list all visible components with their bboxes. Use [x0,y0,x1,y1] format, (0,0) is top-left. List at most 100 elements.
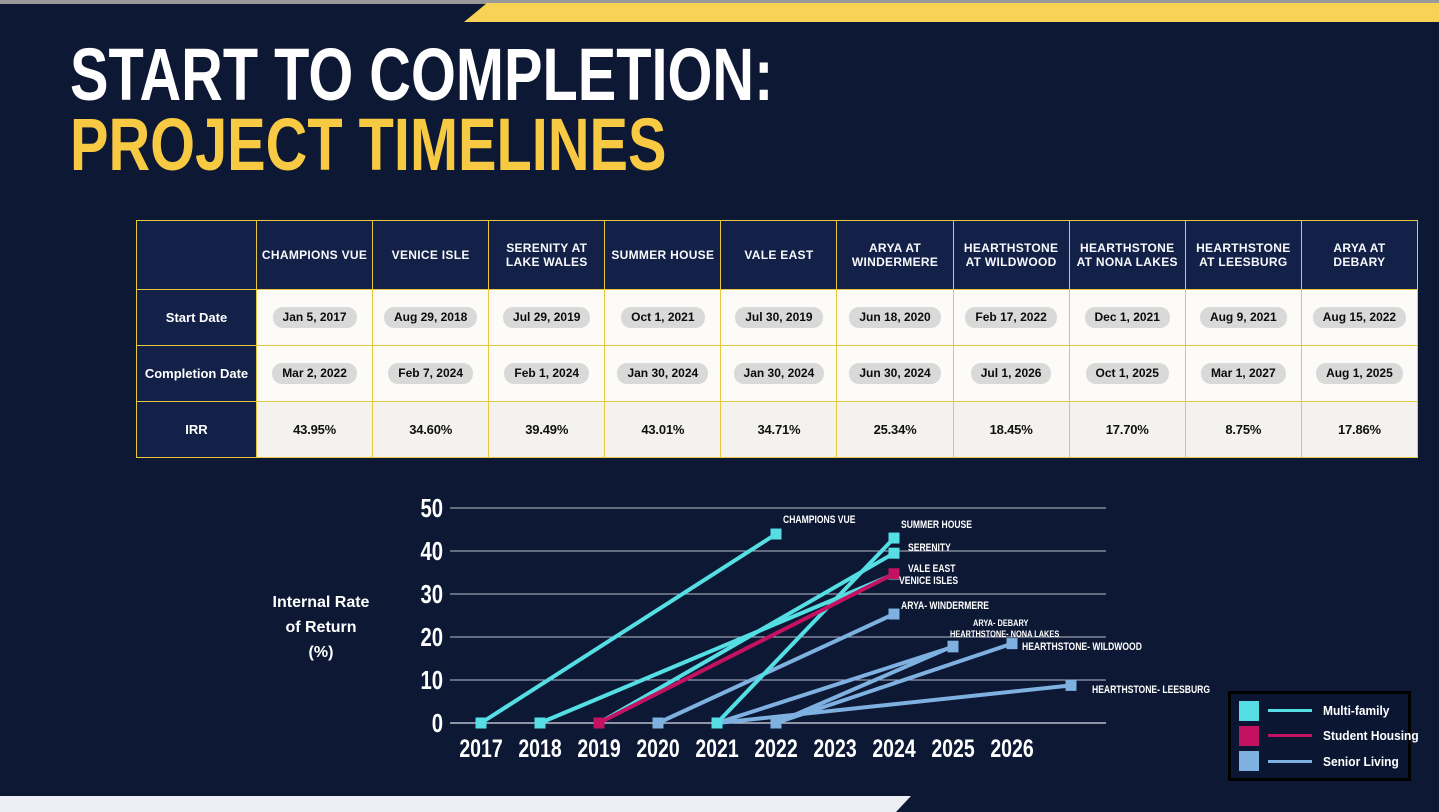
table-cell: 43.95% [255,401,374,458]
series-line-summer-house [715,536,896,725]
svg-text:2025: 2025 [931,735,974,763]
table-cell: Oct 1, 2025 [1068,345,1186,402]
point-label-venice-isles: VENICE ISLES [899,575,958,587]
legend-row-senior_living: Senior Living [1239,751,1400,772]
legend-line-icon [1268,759,1312,763]
svg-text:2017: 2017 [459,735,502,763]
table-cell: 18.45% [952,401,1070,458]
end-marker-hearthstone-at-wildwood [1006,638,1018,650]
svg-text:2019: 2019 [577,735,620,763]
y-tick-label-30: 30 [420,580,443,609]
svg-text:CHAMPIONS VUE: CHAMPIONS VUE [783,514,856,526]
legend-line-icon [1268,734,1312,738]
series-line-champions-vue [479,532,778,725]
table-cell: Jun 30, 2024 [836,345,954,402]
table-cell: 34.71% [720,401,838,458]
y-tick-label-50: 50 [420,494,443,523]
date-pill: Jul 30, 2019 [735,307,823,328]
legend-swatch-icon [1239,751,1259,772]
series-line-arya-at-windermere [657,612,895,725]
x-tick-label-2022: 2022 [754,735,797,763]
table-cell: Aug 1, 2025 [1300,345,1419,402]
date-pill: Jan 30, 2024 [617,363,709,384]
date-pill: Aug 15, 2022 [1312,307,1407,328]
svg-text:2026: 2026 [990,735,1033,763]
table-cell: 17.70% [1068,401,1186,458]
end-marker-serenity-at-lake-wales [888,547,900,559]
date-pill: Jan 5, 2017 [272,307,357,328]
projects-table: CHAMPIONS VUE VENICE ISLE SERENITY AT LAKE… [136,220,1419,458]
date-pill: Jul 1, 2026 [970,363,1052,384]
svg-text:40: 40 [420,537,443,566]
table-row: IRR 43.95% 34.60% 39.49% 43.01% 34.71% 25.34% 1… [136,401,1419,458]
title-line-1: START TO COMPLETION: [70,33,774,116]
start-marker-arya-at-debary [770,717,782,729]
x-tick-label-2025: 2025 [931,735,974,763]
point-label-vale-east: VALE EAST [908,563,955,575]
legend-line-icon [1268,709,1312,713]
svg-text:HEARTHSTONE- LEESBURG: HEARTHSTONE- LEESBURG [1092,684,1210,696]
x-tick-label-2024: 2024 [872,735,916,763]
start-marker-champions-vue [475,717,487,729]
svg-text:2022: 2022 [754,735,797,763]
y-axis-title-line: (%) [308,644,334,661]
series-line-arya-at-debary [775,644,954,725]
column-header-4: VALE EAST [720,220,838,290]
start-marker-summer-house [711,717,723,729]
x-tick-label-2026: 2026 [990,735,1033,763]
series-line-vale-east [598,571,895,725]
y-tick-label-0: 0 [432,709,443,738]
date-pill: Aug 29, 2018 [383,307,478,328]
end-marker-vale-east [888,568,900,580]
series-line-hearthstone-at-nona-lakes [716,644,954,725]
svg-text:50: 50 [420,494,443,523]
column-header-3: SUMMER HOUSE [604,220,722,290]
x-tick-label-2019: 2019 [577,735,620,763]
table-cell: Feb 17, 2022 [952,289,1070,346]
table-cell: Feb 1, 2024 [488,345,606,402]
series-line-hearthstone-at-wildwood [775,641,1013,725]
point-label-arya-debary: ARYA- DEBARY [973,617,1029,628]
column-header-9: ARYA AT DEBARY [1300,220,1419,290]
x-tick-label-2023: 2023 [813,735,856,763]
table-cell: Jun 18, 2020 [836,289,954,346]
title-line-2: PROJECT TIMELINES [70,102,667,186]
svg-text:20: 20 [420,623,443,652]
page-title: START TO COMPLETION: PROJECT TIMELINES [70,33,972,186]
svg-text:VALE EAST: VALE EAST [908,563,955,575]
svg-text:SERENITY: SERENITY [908,542,951,554]
row-label: Start Date [136,289,257,346]
svg-text:2020: 2020 [636,735,679,763]
series-line-serenity-at-lake-wales [598,551,895,725]
point-label-serenity: SERENITY [908,542,951,554]
start-marker-vale-east [593,717,605,729]
projects-table-body: Start Date Jan 5, 2017 Aug 29, 2018 Jul 29,… [136,289,1419,458]
table-cell: 8.75% [1184,401,1302,458]
point-label-hearthstone-leesburg: HEARTHSTONE- LEESBURG [1092,684,1210,696]
svg-text:2018: 2018 [518,735,561,763]
svg-text:2024: 2024 [872,735,916,763]
top-gray-strip [0,0,1439,4]
column-header-6: HEARTHSTONE AT WILDWOOD [952,220,1070,290]
table-cell: Jan 30, 2024 [720,345,838,402]
series-line-hearthstone-at-leesburg [716,683,1072,725]
table-row: Start Date Jan 5, 2017 Aug 29, 2018 Jul 29,… [136,289,1419,346]
table-cell: Jul 30, 2019 [720,289,838,346]
point-label-arya-windermere: ARYA- WINDERMERE [901,600,989,612]
date-pill: Oct 1, 2021 [621,307,705,328]
point-label-champions-vue: CHAMPIONS VUE [783,514,856,526]
svg-text:VENICE ISLES: VENICE ISLES [899,575,958,587]
legend-swatch-icon [1239,700,1259,721]
date-pill: Mar 1, 2027 [1200,363,1286,384]
x-tick-label-2020: 2020 [636,735,679,763]
legend-row-multi_family: Multi-family [1239,700,1400,721]
table-cell: 34.60% [372,401,490,458]
end-marker-arya-at-windermere [888,608,900,620]
legend-swatch-icon [1239,725,1259,746]
table-cell: Jan 5, 2017 [255,289,374,346]
date-pill: Mar 2, 2022 [272,363,357,384]
table-cell: Mar 2, 2022 [255,345,374,402]
table-cell: Dec 1, 2021 [1068,289,1186,346]
column-header-5: ARYA AT WINDERMERE [836,220,954,290]
